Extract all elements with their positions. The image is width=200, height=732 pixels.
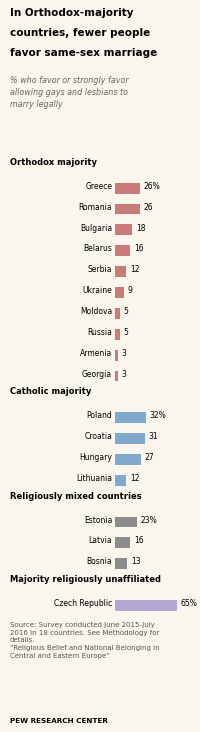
Bar: [115, 600, 177, 611]
Text: 3: 3: [122, 370, 126, 378]
Text: 65%: 65%: [181, 599, 198, 608]
Text: PEW RESEARCH CENTER: PEW RESEARCH CENTER: [10, 718, 108, 724]
Text: Ukraine: Ukraine: [82, 286, 112, 295]
Bar: [115, 350, 118, 360]
Text: 16: 16: [134, 537, 144, 545]
Text: 5: 5: [123, 328, 128, 337]
Text: 26: 26: [144, 203, 153, 212]
Text: countries, fewer people: countries, fewer people: [10, 28, 150, 38]
Text: Georgia: Georgia: [82, 370, 112, 378]
Text: 31: 31: [148, 432, 158, 441]
Text: 12: 12: [130, 474, 140, 483]
Text: Serbia: Serbia: [88, 265, 112, 274]
Text: 18: 18: [136, 223, 145, 233]
Text: Majority religiously unaffiliated: Majority religiously unaffiliated: [10, 575, 161, 584]
Text: Catholic majority: Catholic majority: [10, 387, 91, 396]
Bar: [115, 245, 130, 256]
Text: 13: 13: [131, 557, 141, 567]
Bar: [115, 475, 126, 486]
Text: Greece: Greece: [85, 182, 112, 191]
Text: 27: 27: [144, 453, 154, 462]
Text: Orthodox majority: Orthodox majority: [10, 158, 97, 167]
Text: Belarus: Belarus: [83, 244, 112, 253]
Text: Bulgaria: Bulgaria: [80, 223, 112, 233]
Bar: [115, 370, 118, 381]
Text: 3: 3: [122, 348, 126, 358]
Text: Armenia: Armenia: [80, 348, 112, 358]
Text: Estonia: Estonia: [84, 515, 112, 525]
Text: 16: 16: [134, 244, 144, 253]
Text: Lithuania: Lithuania: [76, 474, 112, 483]
Bar: [115, 203, 140, 214]
Bar: [115, 308, 120, 318]
Text: 12: 12: [130, 265, 140, 274]
Bar: [115, 517, 137, 528]
Bar: [115, 266, 126, 277]
Text: Croatia: Croatia: [84, 432, 112, 441]
Text: Hungary: Hungary: [79, 453, 112, 462]
Bar: [115, 412, 146, 423]
Text: 9: 9: [127, 286, 132, 295]
Bar: [115, 559, 127, 569]
Text: Moldova: Moldova: [80, 307, 112, 316]
Text: % who favor or strongly favor
allowing gays and lesbians to
marry legally: % who favor or strongly favor allowing g…: [10, 76, 129, 108]
Bar: [115, 537, 130, 548]
Text: Poland: Poland: [86, 411, 112, 420]
Text: 5: 5: [123, 307, 128, 316]
Bar: [115, 454, 141, 465]
Text: 26%: 26%: [144, 182, 160, 191]
Bar: [115, 183, 140, 193]
Bar: [115, 329, 120, 340]
Bar: [115, 287, 124, 298]
Bar: [115, 225, 132, 235]
Text: Russia: Russia: [87, 328, 112, 337]
Bar: [115, 433, 145, 444]
Text: Romania: Romania: [79, 203, 112, 212]
Text: 32%: 32%: [149, 411, 166, 420]
Text: favor same-sex marriage: favor same-sex marriage: [10, 48, 157, 58]
Text: Source: Survey conducted June 2015-July
2016 in 18 countries. See Methodology fo: Source: Survey conducted June 2015-July …: [10, 622, 160, 659]
Text: Latvia: Latvia: [89, 537, 112, 545]
Text: Religiously mixed countries: Religiously mixed countries: [10, 492, 141, 501]
Text: 23%: 23%: [141, 515, 157, 525]
Text: In Orthodox-majority: In Orthodox-majority: [10, 8, 134, 18]
Text: Bosnia: Bosnia: [87, 557, 112, 567]
Text: Czech Republic: Czech Republic: [54, 599, 112, 608]
